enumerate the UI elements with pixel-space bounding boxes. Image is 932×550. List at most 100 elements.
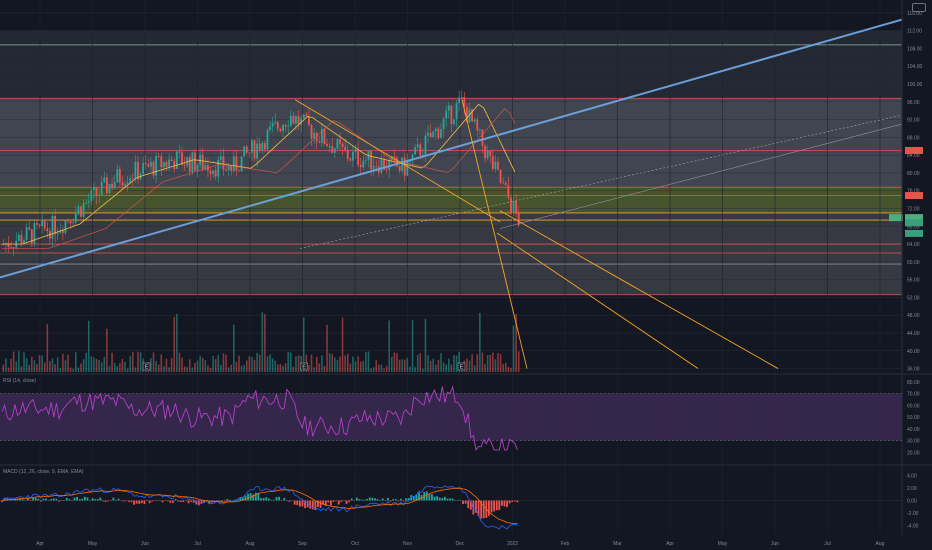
candle-body <box>155 156 158 176</box>
volume-bar <box>510 367 512 372</box>
macd-hist <box>187 500 190 504</box>
macd-hist <box>78 499 81 501</box>
volume-bar <box>248 356 251 372</box>
candle-body <box>118 169 121 183</box>
macd-hist <box>89 500 91 501</box>
volume-bar <box>422 368 424 372</box>
candle-body <box>23 240 25 244</box>
candle-body <box>74 212 77 223</box>
volume-bar <box>507 367 510 372</box>
candle-body <box>95 187 98 197</box>
candle-body <box>72 222 75 224</box>
candle-body <box>473 119 476 122</box>
volume-bar <box>315 356 318 372</box>
volume-bar <box>111 352 113 372</box>
candle-body <box>465 106 468 123</box>
volume-bar <box>264 314 266 372</box>
macd-hist <box>304 500 306 508</box>
candle-body <box>310 124 313 139</box>
macd-hist <box>125 500 128 502</box>
macd-hist <box>42 498 45 501</box>
macd-hist <box>184 500 187 501</box>
price-tick-0: 116.00 <box>907 11 922 17</box>
price-tick-9: 80.00 <box>907 171 920 177</box>
macd-hist <box>335 500 338 502</box>
macd-hist <box>164 500 167 501</box>
macd-hist <box>431 494 433 501</box>
volume-bar <box>33 360 36 372</box>
volume-bar <box>43 362 46 372</box>
volume-bar <box>334 357 336 372</box>
candle-body <box>326 144 328 147</box>
candle-body <box>424 135 427 155</box>
macd-hist <box>133 500 135 505</box>
candle-body <box>276 122 279 129</box>
macd-hist <box>462 500 464 505</box>
macd-hist <box>469 500 472 510</box>
macd-pane-label: MACD (12, 26, close, 9, EMA, EMA) <box>3 469 84 475</box>
candle-body <box>406 161 409 176</box>
macd-hist <box>309 500 312 509</box>
candle-body <box>212 170 214 174</box>
macd-hist <box>257 493 260 501</box>
candle-body <box>17 234 20 241</box>
time-label-16: Aug <box>876 541 885 547</box>
candle-body <box>196 165 199 171</box>
candle-body <box>116 169 119 183</box>
candle-body <box>93 187 95 191</box>
volume-bar <box>108 365 111 372</box>
candle-body <box>188 156 191 172</box>
macd-hist <box>83 496 86 501</box>
candle-body <box>502 182 505 184</box>
macd-hist <box>216 500 218 501</box>
macd-hist <box>86 497 89 501</box>
macd-hist <box>39 500 42 502</box>
macd-hist <box>52 498 55 501</box>
macd-hist <box>203 500 205 503</box>
volume-bar <box>12 351 15 372</box>
time-label-3: Jul <box>194 541 200 547</box>
macd-hist <box>280 500 283 501</box>
volume-bar <box>36 364 38 372</box>
candle-body <box>80 206 82 217</box>
macd-hist <box>273 499 275 501</box>
candle-body <box>284 124 287 127</box>
volume-bar <box>225 354 227 372</box>
volume-bar <box>235 361 238 372</box>
time-label-11: Mar <box>613 541 622 547</box>
macd-hist <box>169 500 172 503</box>
candle-body <box>494 162 497 169</box>
volume-bar <box>62 353 64 372</box>
volume-bar <box>409 366 411 372</box>
volume-bar <box>196 360 199 372</box>
volume-bar <box>152 352 155 372</box>
candle-body <box>364 159 367 161</box>
candle-body <box>232 156 235 171</box>
macd-tick-0: 4.00 <box>907 473 917 479</box>
candle-body <box>450 105 453 124</box>
volume-bar <box>87 320 90 372</box>
macd-hist <box>47 500 50 501</box>
macd-hist <box>254 492 257 501</box>
scale-badge[interactable] <box>912 3 926 12</box>
macd-hist <box>45 498 47 501</box>
candle-body <box>240 156 243 172</box>
volume-bar <box>199 355 201 372</box>
volume-bar <box>90 356 93 372</box>
volume-bar <box>51 358 54 372</box>
candle-body <box>515 201 518 213</box>
volume-bar <box>489 355 491 372</box>
macd-hist <box>368 497 371 501</box>
candle-body <box>162 162 165 168</box>
candle-body <box>331 146 334 153</box>
volume-bar <box>442 362 445 372</box>
volume-bar <box>220 364 222 372</box>
volume-bar <box>253 359 256 372</box>
macd-hist <box>319 500 322 508</box>
candle-body <box>504 183 507 186</box>
candle-body <box>170 159 173 161</box>
candle-body <box>12 247 15 249</box>
time-label-12: Apr <box>666 541 674 547</box>
